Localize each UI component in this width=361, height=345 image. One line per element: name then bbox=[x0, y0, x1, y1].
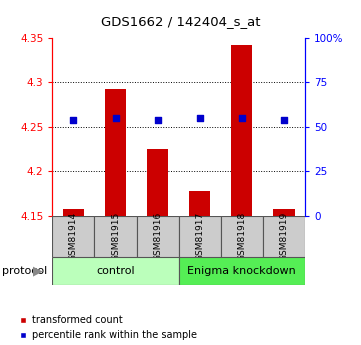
Point bbox=[113, 115, 118, 121]
Text: GSM81914: GSM81914 bbox=[69, 212, 78, 261]
Text: GSM81919: GSM81919 bbox=[279, 212, 288, 261]
Text: GSM81915: GSM81915 bbox=[111, 212, 120, 261]
Bar bbox=[231, 45, 252, 216]
Bar bbox=[52, 257, 179, 285]
Text: GSM81917: GSM81917 bbox=[195, 212, 204, 261]
Text: protocol: protocol bbox=[2, 266, 47, 276]
Text: GSM81916: GSM81916 bbox=[153, 212, 162, 261]
Bar bbox=[179, 216, 221, 257]
Bar bbox=[95, 216, 136, 257]
Bar bbox=[52, 216, 95, 257]
Text: GDS1662 / 142404_s_at: GDS1662 / 142404_s_at bbox=[101, 16, 260, 29]
Point bbox=[197, 115, 203, 121]
Bar bbox=[147, 149, 168, 216]
Text: control: control bbox=[96, 266, 135, 276]
Bar bbox=[179, 257, 305, 285]
Bar bbox=[105, 89, 126, 216]
Bar bbox=[221, 216, 263, 257]
Bar bbox=[63, 209, 84, 216]
Bar bbox=[263, 216, 305, 257]
Text: Enigma knockdown: Enigma knockdown bbox=[187, 266, 296, 276]
Bar bbox=[274, 209, 295, 216]
Bar bbox=[189, 191, 210, 216]
Text: ▶: ▶ bbox=[33, 265, 43, 278]
Point bbox=[155, 117, 161, 122]
Bar bbox=[136, 216, 179, 257]
Text: GSM81918: GSM81918 bbox=[238, 212, 246, 261]
Point bbox=[239, 115, 245, 121]
Point bbox=[281, 117, 287, 122]
Legend: transformed count, percentile rank within the sample: transformed count, percentile rank withi… bbox=[19, 315, 197, 340]
Point bbox=[70, 117, 76, 122]
